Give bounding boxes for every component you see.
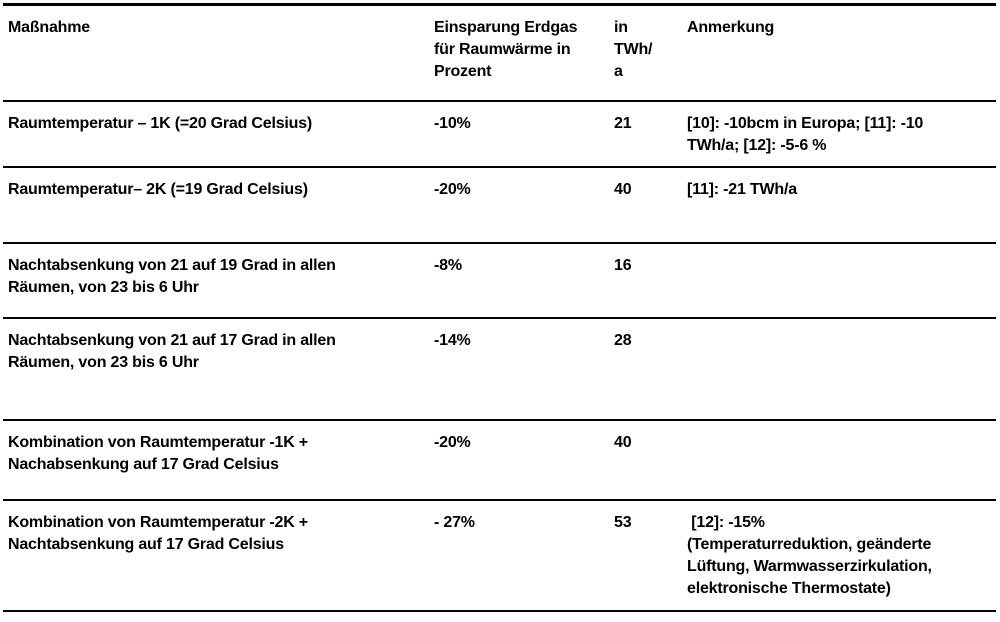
cell-massnahme: Kombination von Raumtemperatur -2K + Nac… bbox=[8, 513, 308, 553]
table-row: Nachtabsenkung von 21 auf 17 Grad in all… bbox=[3, 318, 996, 420]
cell-anmerkung bbox=[687, 420, 996, 500]
cell-einsparung-prozent: - 27% bbox=[434, 513, 475, 531]
cell-einsparung-prozent: -10% bbox=[434, 114, 471, 132]
column-header-anmerkung: Anmerkung bbox=[687, 19, 775, 36]
cell-twh: 40 bbox=[614, 180, 632, 198]
cell-twh: 40 bbox=[614, 433, 632, 451]
table-row: Kombination von Raumtemperatur -2K + Nac… bbox=[3, 500, 996, 611]
table-header-row: Maßnahme Einsparung Erdgas für Raumwärme… bbox=[3, 5, 996, 101]
table-row: Raumtemperatur– 2K (=19 Grad Celsius) -2… bbox=[3, 167, 996, 243]
cell-massnahme: Raumtemperatur – 1K (=20 Grad Celsius) bbox=[8, 114, 313, 132]
table-row: Nachtabsenkung von 21 auf 19 Grad in all… bbox=[3, 243, 996, 318]
cell-anmerkung: [12]: -15% (Temperaturreduktion, geänder… bbox=[687, 513, 932, 597]
cell-einsparung-prozent: -20% bbox=[434, 180, 471, 198]
table-row: Raumtemperatur – 1K (=20 Grad Celsius) -… bbox=[3, 101, 996, 167]
cell-twh: 28 bbox=[614, 331, 632, 349]
cell-massnahme: Raumtemperatur– 2K (=19 Grad Celsius) bbox=[8, 180, 308, 198]
cell-twh: 16 bbox=[614, 256, 632, 274]
cell-anmerkung bbox=[687, 318, 996, 420]
table-row: Kombination von Raumtemperatur -1K + Nac… bbox=[3, 420, 996, 500]
gas-savings-measures-table: Maßnahme Einsparung Erdgas für Raumwärme… bbox=[3, 3, 996, 612]
cell-anmerkung: [11]: -21 TWh/a bbox=[687, 180, 797, 198]
cell-massnahme: Nachtabsenkung von 21 auf 17 Grad in all… bbox=[8, 331, 336, 371]
column-header-twh: in TWh/ a bbox=[614, 19, 653, 80]
cell-einsparung-prozent: -14% bbox=[434, 331, 471, 349]
cell-einsparung-prozent: -8% bbox=[434, 256, 462, 274]
column-header-massnahme: Maßnahme bbox=[8, 19, 90, 36]
cell-anmerkung: [10]: -10bcm in Europa; [11]: -10 TWh/a;… bbox=[687, 114, 924, 154]
column-header-einsparung-prozent: Einsparung Erdgas für Raumwärme in Proze… bbox=[434, 19, 578, 80]
cell-einsparung-prozent: -20% bbox=[434, 433, 471, 451]
cell-twh: 21 bbox=[614, 114, 632, 132]
cell-twh: 53 bbox=[614, 513, 632, 531]
cell-massnahme: Nachtabsenkung von 21 auf 19 Grad in all… bbox=[8, 256, 336, 296]
cell-anmerkung bbox=[687, 243, 996, 318]
cell-massnahme: Kombination von Raumtemperatur -1K + Nac… bbox=[8, 433, 308, 473]
